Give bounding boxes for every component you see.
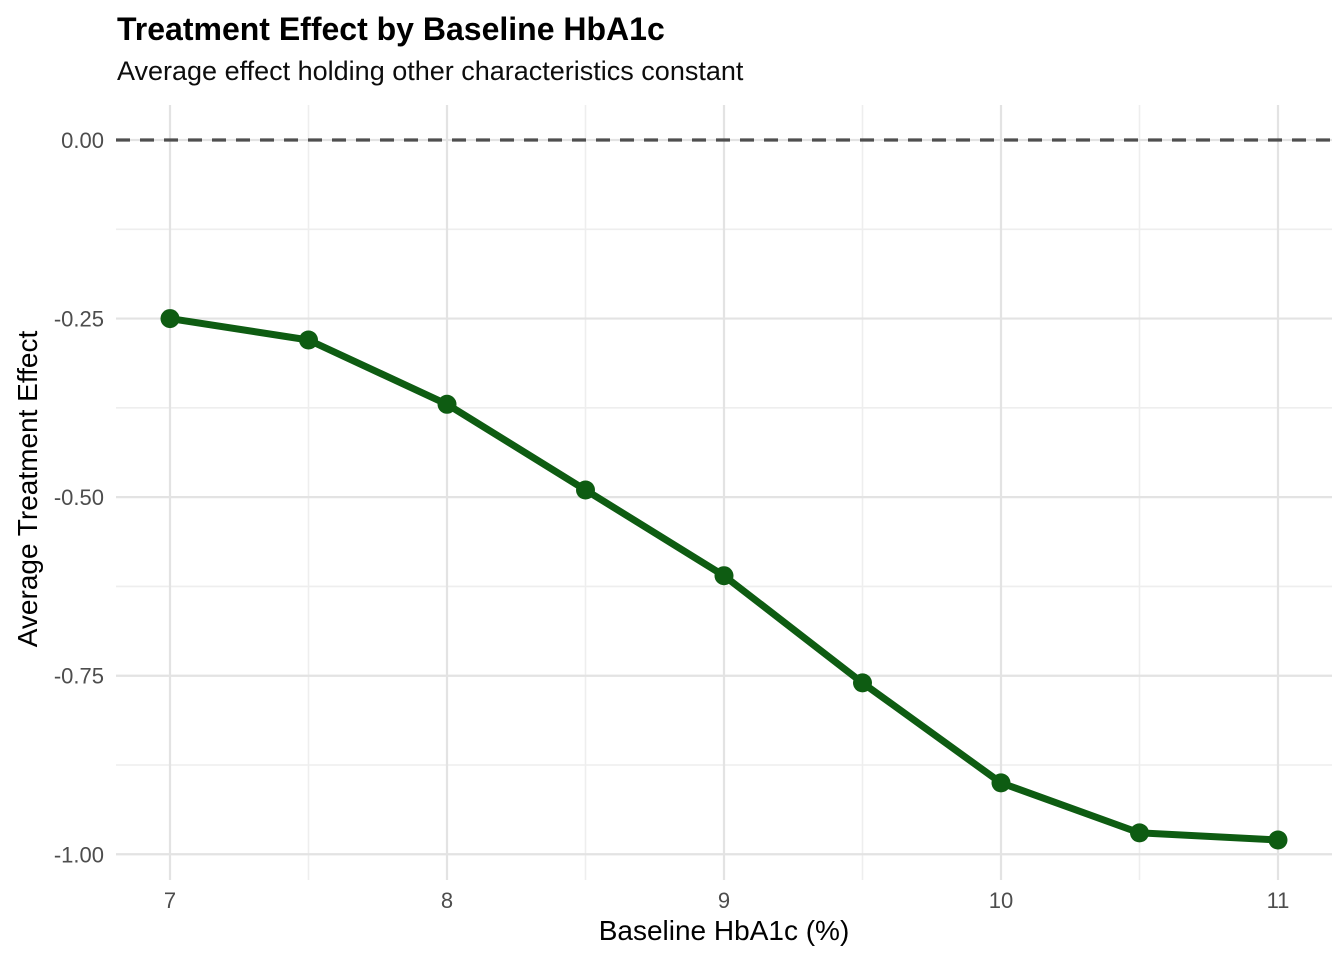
y-tick-label--0.75: -0.75 bbox=[54, 664, 104, 689]
data-point-x7 bbox=[160, 309, 180, 329]
x-tick-label-8: 8 bbox=[441, 888, 453, 913]
y-tick-label-0.00: 0.00 bbox=[61, 128, 104, 153]
data-point-x8.5 bbox=[576, 480, 596, 500]
data-point-x9.5 bbox=[852, 673, 872, 693]
x-tick-label-11: 11 bbox=[1267, 888, 1290, 913]
data-point-x10.5 bbox=[1129, 823, 1149, 843]
data-point-x9 bbox=[714, 566, 734, 586]
y-tick-label--0.25: -0.25 bbox=[54, 307, 104, 332]
data-point-x10 bbox=[991, 773, 1011, 793]
chart-title: Treatment Effect by Baseline HbA1c bbox=[117, 11, 665, 47]
x-tick-label-9: 9 bbox=[718, 888, 730, 913]
data-point-x7.5 bbox=[299, 330, 319, 350]
x-tick-label-10: 10 bbox=[989, 888, 1013, 913]
x-axis-title: Baseline HbA1c (%) bbox=[598, 915, 850, 946]
data-point-x8 bbox=[437, 394, 457, 414]
chart-subtitle: Average effect holding other characteris… bbox=[117, 56, 744, 86]
data-point-x11 bbox=[1268, 830, 1288, 850]
y-axis-title: Average Treatment Effect bbox=[12, 330, 43, 648]
x-tick-label-7: 7 bbox=[164, 888, 176, 913]
y-tick-label--0.50: -0.50 bbox=[54, 485, 104, 510]
y-tick-label--1.00: -1.00 bbox=[54, 842, 104, 867]
